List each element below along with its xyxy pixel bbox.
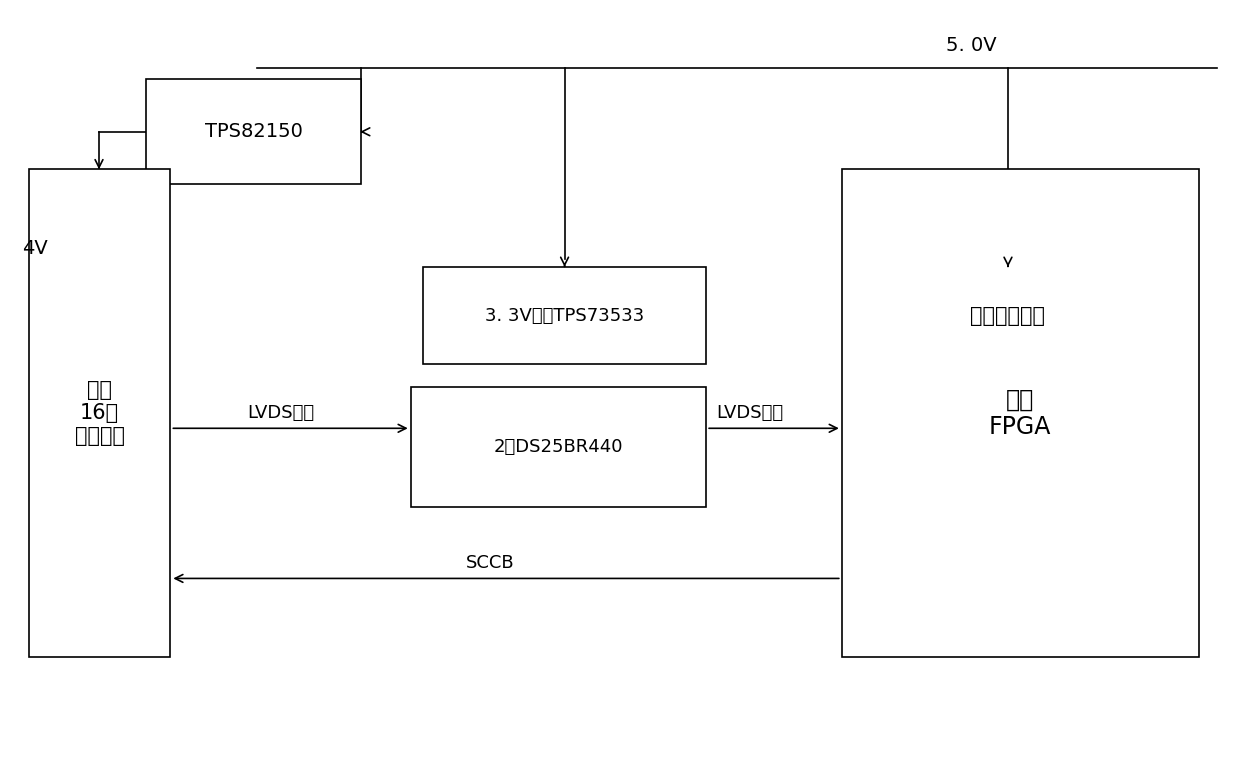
Text: 3. 3V电源TPS73533: 3. 3V电源TPS73533 [485,307,645,325]
Text: 2片DS25BR440: 2片DS25BR440 [494,438,624,456]
Text: 主机
16芯
航空插座: 主机 16芯 航空插座 [74,380,125,446]
Text: LVDS电平: LVDS电平 [715,405,782,422]
Text: TPS82150: TPS82150 [205,122,303,141]
Text: 主机
FPGA: 主机 FPGA [990,387,1052,439]
Text: 4V: 4V [22,238,48,257]
Bar [410,387,707,507]
Text: LVDS电平: LVDS电平 [248,405,315,422]
Bar [146,79,361,184]
Bar [423,267,707,364]
Bar [29,169,170,657]
Text: 5. 0V: 5. 0V [946,36,996,55]
Text: SCCB: SCCB [466,554,515,572]
Bar [842,169,1199,657]
Text: 主机其它电源: 主机其它电源 [971,306,1045,326]
Bar [892,267,1125,364]
